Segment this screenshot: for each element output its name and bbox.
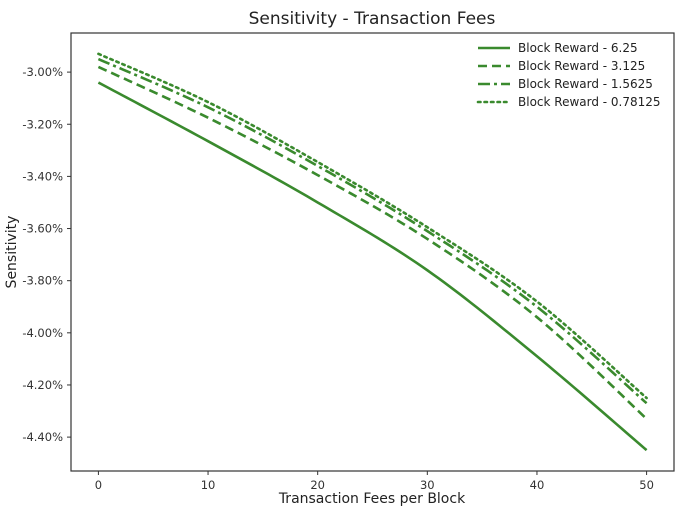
- series-line-0: [97, 81, 648, 452]
- legend-label: Block Reward - 3.125: [518, 59, 645, 73]
- y-tick-label: -3.20%: [22, 117, 63, 131]
- x-tick-label: 10: [201, 478, 216, 492]
- legend-label: Block Reward - 0.78125: [518, 95, 661, 109]
- y-tick-label: -3.40%: [22, 169, 63, 183]
- series-line-2: [97, 57, 648, 405]
- x-tick-label: 50: [639, 478, 654, 492]
- x-axis-label: Transaction Fees per Block: [278, 491, 466, 507]
- series-layer: [97, 52, 648, 452]
- x-tick-label: 0: [95, 478, 102, 492]
- legend-label: Block Reward - 1.5625: [518, 77, 653, 91]
- x-tick-label: 30: [420, 478, 435, 492]
- y-tick-label: -4.40%: [22, 430, 63, 444]
- y-tick-label: -3.80%: [22, 274, 63, 288]
- legend-label: Block Reward - 6.25: [518, 41, 638, 55]
- x-tick-label: 40: [530, 478, 545, 492]
- legend: Block Reward - 6.25 Block Reward - 3.125 B…: [476, 41, 661, 109]
- y-tick-label: -3.60%: [22, 222, 63, 236]
- y-axis-label: Sensitivity: [4, 216, 20, 289]
- y-tick-label: -4.20%: [22, 378, 63, 392]
- series-line-3: [97, 52, 648, 400]
- x-axis: 0 10 20 30 40 50: [95, 471, 654, 492]
- x-tick-label: 20: [310, 478, 325, 492]
- series-line-1: [97, 65, 648, 420]
- y-axis: -3.00% -3.20% -3.40% -3.60% -3.80% -4.00% -4.2…: [22, 65, 71, 444]
- y-tick-label: -3.00%: [22, 65, 63, 79]
- chart-title: Sensitivity - Transaction Fees: [249, 9, 496, 29]
- plot-frame: [70, 32, 675, 472]
- y-tick-label: -4.00%: [22, 326, 63, 340]
